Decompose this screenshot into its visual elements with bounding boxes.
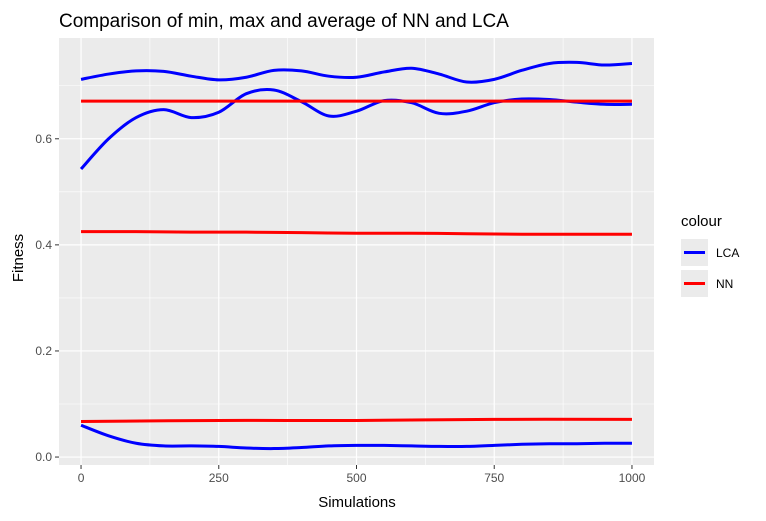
series-lines xyxy=(79,60,633,451)
y-tick-label: 0.0 xyxy=(35,450,52,464)
legend-label-lca: LCA xyxy=(716,246,739,260)
axis-ticks xyxy=(55,138,633,469)
legend-title: colour xyxy=(681,213,722,230)
legend-label-nn: NN xyxy=(716,277,733,291)
x-tick-label: 250 xyxy=(209,471,229,485)
legend: colour LCA NN xyxy=(681,213,739,297)
x-tick-label: 1000 xyxy=(619,471,646,485)
series-line-lca xyxy=(80,60,633,84)
y-tick-label: 0.4 xyxy=(35,238,52,252)
y-tick-label: 0.2 xyxy=(35,344,52,358)
series-line-nn xyxy=(81,417,632,423)
x-tick-label: 750 xyxy=(484,471,504,485)
x-axis-title: Simulations xyxy=(318,494,396,511)
chart-title: Comparison of min, max and average of NN… xyxy=(59,11,509,32)
series-line-lca xyxy=(79,87,632,171)
y-tick-label: 0.6 xyxy=(35,132,52,146)
series-line-lca xyxy=(80,423,632,451)
axis-tick-labels: 0 250 500 750 1000 0.0 0.2 0.4 0.6 xyxy=(35,132,645,485)
x-tick-label: 500 xyxy=(346,471,366,485)
series-line-nn xyxy=(81,230,632,236)
x-tick-label: 0 xyxy=(78,471,85,485)
major-gridlines xyxy=(59,38,654,465)
y-axis-title: Fitness xyxy=(10,234,27,282)
